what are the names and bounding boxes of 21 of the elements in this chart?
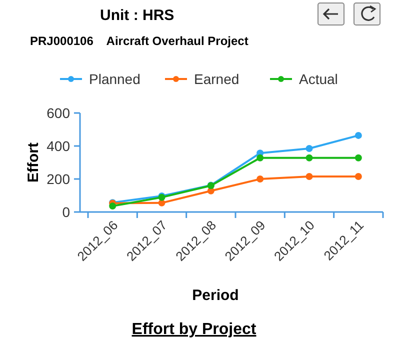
point xyxy=(256,154,264,162)
text: Effort by Project xyxy=(132,321,257,338)
point xyxy=(354,132,362,139)
point xyxy=(354,173,362,180)
point xyxy=(354,154,362,162)
point xyxy=(256,176,264,182)
x-axis-title: Period xyxy=(192,287,239,304)
legend-label: Planned xyxy=(89,71,140,87)
point xyxy=(306,144,313,152)
point xyxy=(306,173,313,180)
y-tick-label: 0 xyxy=(62,204,70,220)
legend-label: Earned xyxy=(194,71,240,87)
chart-subtitle: PRJ000106 Aircraft Overhaul Project xyxy=(30,34,248,48)
y-axis-title: Effort xyxy=(25,142,42,182)
y-tick-label: 200 xyxy=(46,171,70,187)
legend-label: Actual xyxy=(299,71,338,87)
point xyxy=(306,154,313,162)
y-tick-label: 600 xyxy=(46,105,70,121)
text: Unit : HRS xyxy=(100,7,174,24)
y-tick-label: 400 xyxy=(46,138,70,154)
point xyxy=(109,202,116,210)
